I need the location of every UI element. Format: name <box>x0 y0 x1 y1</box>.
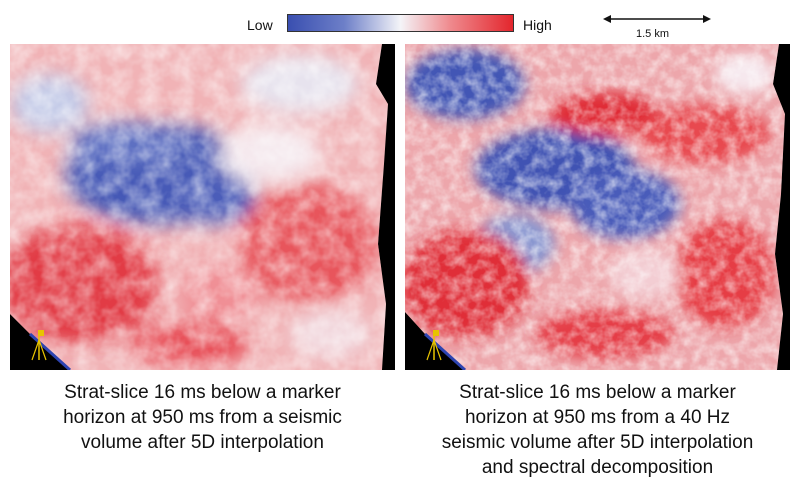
caption-left: Strat-slice 16 ms below a marker horizon… <box>10 380 395 455</box>
caption-line: Strat-slice 16 ms below a marker <box>64 382 341 403</box>
strat-slice-right <box>405 44 790 370</box>
scale-bar-label: 1.5 km <box>636 28 670 40</box>
caption-line: horizon at 950 ms from a seismic <box>63 407 342 428</box>
scale-bar-arrow <box>603 15 711 23</box>
caption-right: Strat-slice 16 ms below a marker horizon… <box>405 380 790 480</box>
color-scale-bar <box>287 14 514 32</box>
strat-slice-left <box>10 44 395 370</box>
north-arrow-icon <box>31 330 47 361</box>
legend-high-label: High <box>523 17 552 33</box>
caption-line: volume after 5D interpolation <box>81 432 324 453</box>
caption-line: seismic volume after 5D interpolation <box>441 432 754 453</box>
caption-line: horizon at 950 ms from a 40 Hz <box>464 407 731 428</box>
caption-line: Strat-slice 16 ms below a marker <box>459 382 736 403</box>
north-arrow-icon <box>426 330 442 361</box>
legend-low-label: Low <box>247 17 273 33</box>
caption-line: and spectral decomposition <box>481 457 714 478</box>
